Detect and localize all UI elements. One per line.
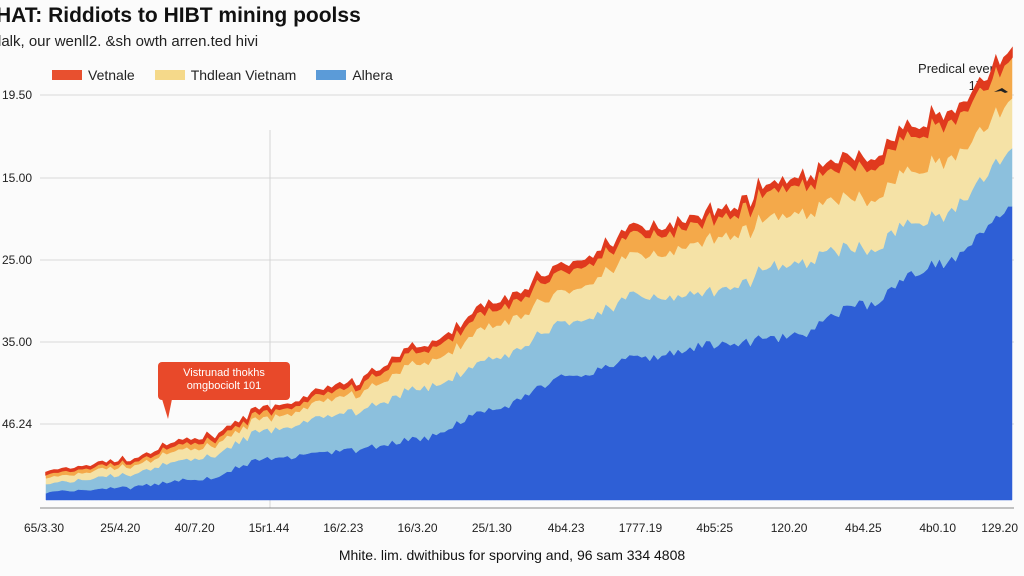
x-tick-label-12: 4b0.10 <box>919 521 956 535</box>
callout-line1: Vistrunad thokhs <box>183 367 265 379</box>
chart-subtitle: lalk, our wenll2. &sh owth arren.ted hiv… <box>0 33 259 50</box>
area-series-group <box>45 46 1013 501</box>
legend-item-thdlean-vietnam: Thdlean Vietnam <box>154 67 297 83</box>
y-tick-label-4: 46.24 <box>2 417 32 431</box>
x-tick-label-5: 16/3.20 <box>398 521 438 535</box>
x-tick-label-9: 4b5:25 <box>696 521 733 535</box>
legend-label-thdlean-vietnam: Thdlean Vietnam <box>190 67 297 83</box>
prediction-annotation-line1: Predical ever de <box>918 61 1012 76</box>
x-axis-ticks: 65/3.30 25/4.20 40/7.20 15r1.44 16/2.23 16/3.… <box>24 521 1018 535</box>
y-tick-label-3: 35.00 <box>2 335 32 349</box>
chart-title: HAT: Riddiots to HIBT mining poolss <box>0 4 361 27</box>
legend-label-vetnale: Vetnale <box>88 67 135 83</box>
y-tick-label-1: 15.00 <box>2 171 32 185</box>
y-tick-label-0: 19.50 <box>2 88 32 102</box>
legend-label-alhera: Alhera <box>352 67 393 83</box>
x-tick-label-3: 15r1.44 <box>249 521 290 535</box>
legend-swatch-vetnale <box>52 70 82 80</box>
legend-item-alhera: Alhera <box>316 67 393 83</box>
legend-swatch-thdlean-vietnam <box>154 70 185 80</box>
y-tick-label-2: 25.00 <box>2 253 32 267</box>
callout-tail <box>162 399 172 419</box>
legend-swatch-alhera <box>316 70 347 80</box>
x-tick-label-6: 25/1.30 <box>472 521 512 535</box>
x-tick-label-8: 1777.19 <box>619 521 663 535</box>
legend: Vetnale Thdlean Vietnam Alhera <box>52 66 413 84</box>
callout-line2: omgbociolt 101 <box>186 380 262 392</box>
area-series-4 <box>45 46 1013 476</box>
x-tick-label-11: 4b4.25 <box>845 521 882 535</box>
x-tick-label-7: 4b4.23 <box>548 521 585 535</box>
x-tick-label-1: 25/4.20 <box>100 521 140 535</box>
x-tick-label-2: 40/7.20 <box>175 521 215 535</box>
callout-box: Vistrunad thokhs omgbociolt 101 <box>158 362 290 400</box>
x-tick-label-10: 120.20 <box>771 521 808 535</box>
y-axis-ticks: 19.50 15.00 25.00 35.00 46.24 <box>2 88 32 431</box>
x-tick-label-13: 129.20 <box>981 521 1018 535</box>
x-tick-label-0: 65/3.30 <box>24 521 64 535</box>
legend-item-vetnale: Vetnale <box>52 67 135 83</box>
x-tick-label-4: 16/2.23 <box>323 521 363 535</box>
arrow-marker-icon <box>994 88 1008 93</box>
chart-footer: Mhite. lim. dwithibus for sporving and, … <box>338 547 686 563</box>
